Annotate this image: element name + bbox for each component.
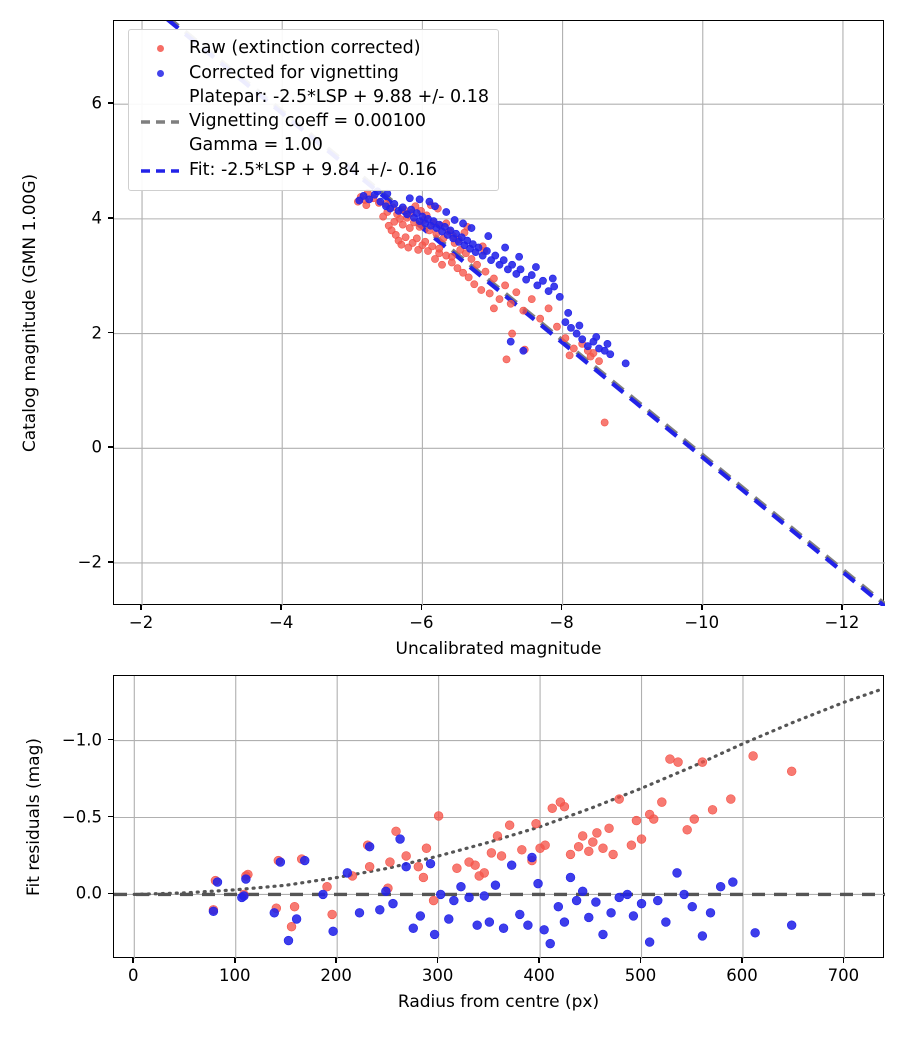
y-tick-mark bbox=[108, 446, 113, 449]
legend-key bbox=[138, 45, 182, 52]
legend-key bbox=[138, 165, 182, 177]
legend-dashed-line-icon bbox=[141, 168, 179, 173]
legend-item[interactable]: Raw (extinction corrected) bbox=[138, 36, 489, 61]
legend: Raw (extinction corrected) Corrected for … bbox=[128, 29, 499, 191]
y-tick-mark bbox=[108, 561, 113, 563]
y-tick-mark bbox=[108, 217, 113, 219]
x-tick-mark bbox=[639, 958, 642, 963]
x-tick-label: −2 bbox=[128, 613, 154, 632]
legend-marker-icon bbox=[156, 70, 164, 77]
scatter-series-1 bbox=[355, 187, 630, 368]
y-tick-mark bbox=[108, 892, 113, 895]
plot-area bbox=[114, 21, 885, 606]
legend-label-raw: Raw (extinction corrected) bbox=[189, 37, 421, 58]
x-tick-mark bbox=[420, 605, 423, 610]
scatter-series-0 bbox=[354, 189, 609, 427]
y-tick-label: 4 bbox=[91, 208, 103, 228]
x-tick-mark bbox=[700, 605, 703, 610]
legend-label-gamma: Gamma = 1.00 bbox=[189, 135, 323, 156]
x-axis-label-radius: Radius from centre (px) bbox=[397, 992, 600, 1012]
legend-key bbox=[138, 70, 182, 77]
x-tick-mark bbox=[436, 958, 439, 963]
legend-dashed-line-icon bbox=[141, 120, 179, 124]
x-tick-label: −12 bbox=[824, 613, 860, 632]
x-tick-label: 500 bbox=[624, 966, 657, 985]
x-axis-label-uncalibrated-magnitude: Uncalibrated magnitude bbox=[395, 639, 602, 659]
y-axis-label-fit-residuals: Fit residuals (mag) bbox=[24, 737, 44, 896]
legend-label-platepar: Platepar: -2.5*LSP + 9.88 +/- 0.18 bbox=[189, 87, 489, 108]
scatter-series-0 bbox=[208, 751, 797, 932]
y-tick-mark bbox=[108, 738, 113, 741]
y-tick-label: 6 bbox=[91, 93, 103, 113]
legend-key bbox=[138, 116, 182, 128]
x-tick-mark bbox=[280, 605, 282, 610]
y-tick-label: 0 bbox=[91, 437, 103, 457]
legend-marker-icon bbox=[156, 45, 164, 52]
grid-lines bbox=[114, 676, 885, 959]
y-tick-mark bbox=[108, 102, 113, 104]
x-tick-label: 0 bbox=[128, 966, 139, 985]
x-tick-label: 300 bbox=[421, 966, 454, 985]
legend-label-corrected: Corrected for vignetting bbox=[189, 62, 399, 83]
x-tick-label: 400 bbox=[523, 966, 555, 985]
y-axis-label-catalog-magnitude: Catalog magnitude (GMN 1.00G) bbox=[20, 173, 40, 452]
x-tick-mark bbox=[335, 958, 337, 963]
legend-label-vignetting-coeff: Vignetting coeff = 0.00100 bbox=[189, 111, 427, 132]
y-tick-label: −1.0 bbox=[61, 730, 102, 750]
legend-item[interactable]: Gamma = 1.00 bbox=[138, 134, 489, 158]
y-tick-mark bbox=[108, 331, 113, 334]
x-tick-label: 200 bbox=[320, 966, 352, 985]
x-tick-label: −4 bbox=[269, 613, 294, 632]
legend-item[interactable]: Fit: -2.5*LSP + 9.84 +/- 0.16 bbox=[138, 158, 489, 183]
x-tick-label: 100 bbox=[218, 966, 251, 985]
scatter-series-1 bbox=[208, 834, 797, 949]
x-tick-mark bbox=[842, 958, 845, 963]
y-tick-label: 0.0 bbox=[75, 883, 102, 903]
x-tick-mark bbox=[233, 958, 236, 963]
x-tick-label: −6 bbox=[409, 613, 434, 632]
x-tick-mark bbox=[538, 958, 540, 963]
x-tick-mark bbox=[132, 958, 135, 963]
x-tick-label: 700 bbox=[827, 966, 860, 985]
x-tick-mark bbox=[560, 605, 563, 610]
x-tick-mark bbox=[140, 605, 142, 610]
x-tick-label: 600 bbox=[726, 966, 758, 985]
y-tick-label: −2 bbox=[77, 552, 102, 572]
y-tick-label: 2 bbox=[91, 323, 103, 343]
legend-item[interactable]: Platepar: -2.5*LSP + 9.88 +/- 0.18 bbox=[138, 86, 489, 110]
x-tick-label: −8 bbox=[549, 613, 574, 632]
plot-area bbox=[114, 676, 885, 959]
reference-line-1 bbox=[132, 688, 882, 897]
legend-item[interactable]: Corrected for vignetting bbox=[138, 61, 489, 86]
y-tick-label: −0.5 bbox=[61, 807, 102, 826]
x-tick-label: −10 bbox=[684, 613, 720, 632]
legend-item[interactable]: Vignetting coeff = 0.00100 bbox=[138, 110, 489, 134]
x-tick-mark bbox=[841, 605, 843, 610]
x-tick-mark bbox=[741, 958, 743, 963]
y-tick-mark bbox=[108, 815, 113, 818]
plot-panel-residuals bbox=[113, 675, 885, 959]
legend-label-fit: Fit: -2.5*LSP + 9.84 +/- 0.16 bbox=[189, 159, 437, 180]
